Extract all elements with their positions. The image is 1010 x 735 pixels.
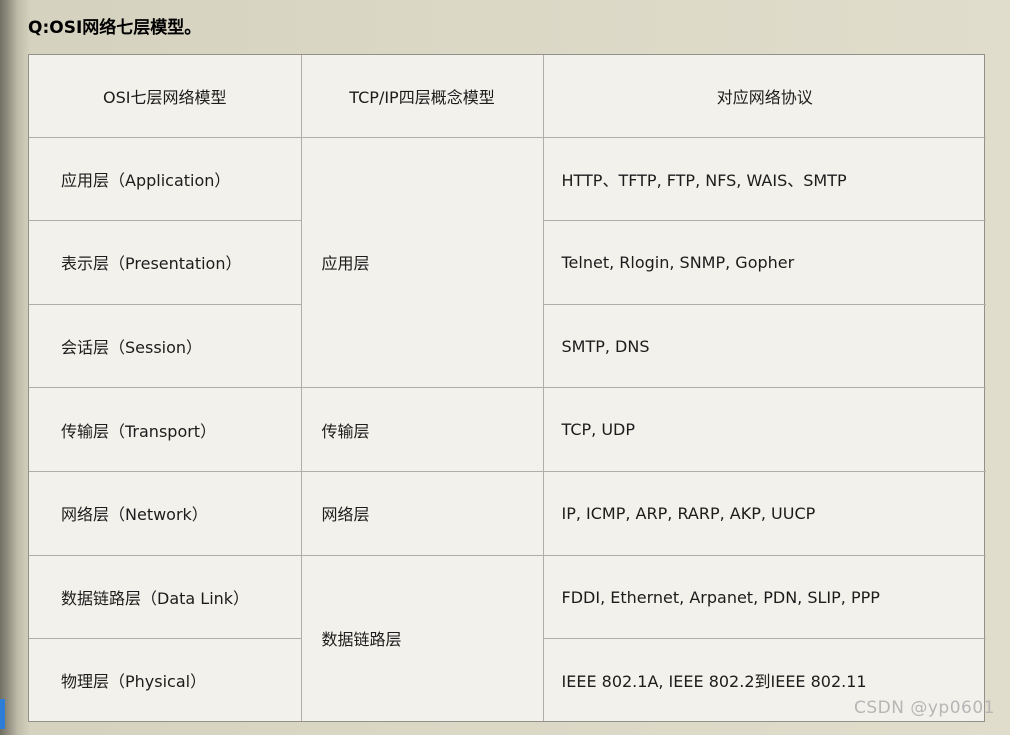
protocols-cell: IP, ICMP, ARP, RARP, AKP, UUCP bbox=[542, 471, 986, 556]
table-row: 表示层（Presentation） Telnet, Rlogin, SNMP, … bbox=[29, 220, 986, 305]
col-header-osi: OSI七层网络模型 bbox=[29, 55, 302, 138]
tcpip-layer-cell: 应用层 bbox=[300, 136, 544, 389]
osi-layer-cell: 传输层（Transport） bbox=[29, 387, 302, 473]
col-header-tcpip: TCP/IP四层概念模型 bbox=[300, 55, 544, 138]
header-row: OSI七层网络模型 TCP/IP四层概念模型 对应网络协议 bbox=[29, 55, 986, 138]
protocols-cell: FDDI, Ethernet, Arpanet, PDN, SLIP, PPP bbox=[542, 554, 986, 640]
tcpip-layer-cell: 数据链路层 bbox=[300, 554, 544, 721]
table-row: 物理层（Physical） IEEE 802.1A, IEEE 802.2到IE… bbox=[29, 638, 986, 721]
osi-model-table: OSI七层网络模型 TCP/IP四层概念模型 对应网络协议 应用层（Applic… bbox=[28, 54, 986, 722]
tcpip-layer-cell: 网络层 bbox=[300, 471, 544, 556]
left-edge-shade bbox=[0, 0, 30, 735]
osi-layer-cell: 物理层（Physical） bbox=[29, 638, 302, 721]
osi-layer-cell: 网络层（Network） bbox=[29, 471, 302, 556]
table-row: 数据链路层（Data Link） 数据链路层 FDDI, Ethernet, A… bbox=[29, 554, 986, 721]
osi-layer-cell: 应用层（Application） bbox=[29, 136, 302, 222]
protocols-cell: TCP, UDP bbox=[542, 387, 986, 473]
page-title: Q:OSI网络七层模型。 bbox=[28, 18, 202, 38]
table-row: 网络层（Network） 网络层 IP, ICMP, ARP, RARP, AK… bbox=[29, 471, 986, 556]
osi-layer-cell: 表示层（Presentation） bbox=[29, 220, 302, 305]
tcpip-layer-cell: 传输层 bbox=[300, 387, 544, 473]
osi-layer-cell: 数据链路层（Data Link） bbox=[29, 554, 302, 640]
col-header-protocols: 对应网络协议 bbox=[542, 55, 986, 138]
osi-layer-cell: 会话层（Session） bbox=[29, 303, 302, 389]
protocols-cell: Telnet, Rlogin, SNMP, Gopher bbox=[542, 220, 986, 305]
protocols-cell: HTTP、TFTP, FTP, NFS, WAIS、SMTP bbox=[542, 136, 986, 222]
csdn-watermark: CSDN @yp0601 bbox=[854, 698, 995, 718]
table-row: 应用层（Application） 应用层 HTTP、TFTP, FTP, NFS… bbox=[29, 136, 986, 389]
protocols-cell: SMTP, DNS bbox=[542, 303, 986, 389]
protocols-cell: IEEE 802.1A, IEEE 802.2到IEEE 802.11 bbox=[542, 638, 986, 721]
blue-edge-strip bbox=[0, 699, 5, 729]
table-row: 传输层（Transport） 传输层 TCP, UDP bbox=[29, 387, 986, 473]
